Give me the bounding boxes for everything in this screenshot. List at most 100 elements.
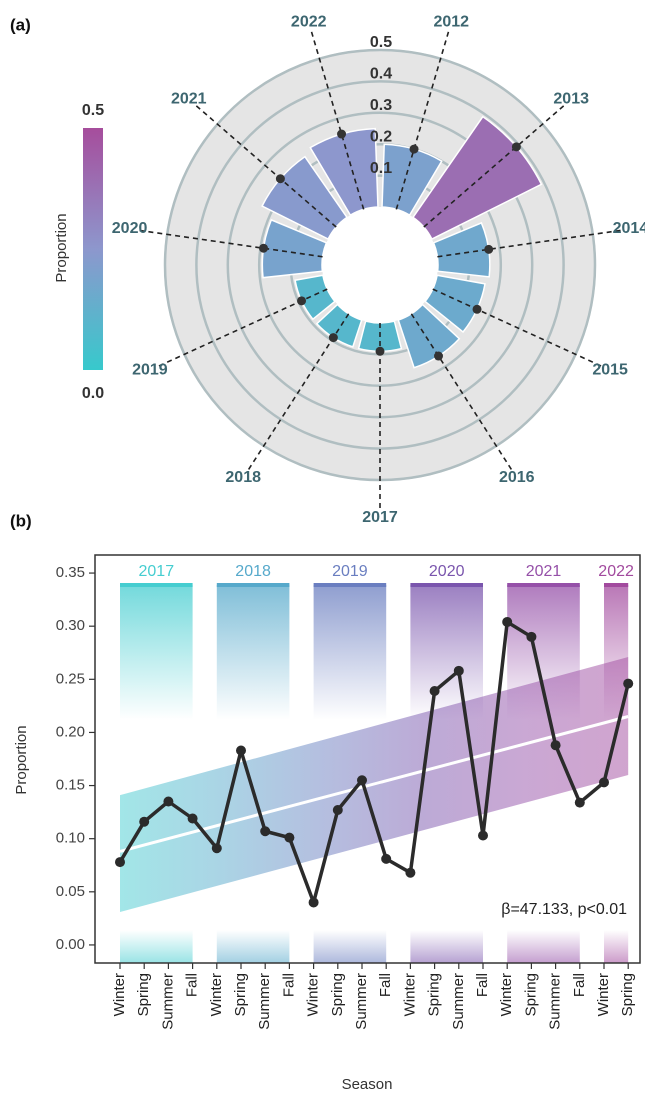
x-tick-label: Spring bbox=[426, 973, 443, 1016]
x-tick-label: Winter bbox=[401, 973, 418, 1016]
colorbar-tick-label: 0.5 bbox=[82, 102, 104, 119]
spoke bbox=[310, 31, 365, 210]
trend-line bbox=[119, 715, 629, 853]
polar-hole bbox=[322, 207, 438, 323]
data-point bbox=[478, 830, 488, 841]
y-tick-label: 0.20 bbox=[56, 723, 85, 740]
category-label: 2013 bbox=[553, 91, 589, 108]
polar-bar bbox=[397, 303, 461, 369]
x-tick-label: Spring bbox=[619, 973, 636, 1016]
value-dot bbox=[337, 129, 347, 139]
category-label: 2016 bbox=[499, 469, 535, 486]
radial-grid-ring bbox=[195, 80, 565, 450]
year-label: 2022 bbox=[598, 563, 634, 580]
data-point bbox=[236, 745, 246, 756]
data-point bbox=[599, 777, 609, 788]
year-band-top bbox=[410, 585, 483, 720]
year-label: 2017 bbox=[139, 563, 175, 580]
y-tick-label: 0.25 bbox=[56, 670, 85, 687]
polar-bar bbox=[424, 274, 486, 334]
data-point bbox=[115, 857, 125, 868]
colorbar-label: Proportion bbox=[53, 213, 70, 282]
panel-label: (a) bbox=[10, 15, 31, 34]
annotation: β=47.133, p<0.01 bbox=[501, 901, 627, 918]
data-point bbox=[284, 832, 295, 843]
year-band-line bbox=[313, 583, 387, 587]
data-point bbox=[526, 631, 537, 642]
data-point bbox=[623, 678, 634, 689]
x-tick-label: Spring bbox=[135, 973, 152, 1016]
x-tick-label: Winter bbox=[305, 973, 322, 1016]
data-point bbox=[357, 775, 367, 786]
year-label: 2020 bbox=[429, 563, 465, 580]
year-band-line bbox=[216, 583, 290, 587]
year-band-line bbox=[604, 583, 629, 587]
x-tick-label: Fall bbox=[474, 973, 491, 997]
year-band-bottom bbox=[604, 930, 629, 963]
radial-tick-label: 0.5 bbox=[370, 34, 392, 51]
value-dot bbox=[409, 144, 419, 154]
value-dot bbox=[484, 244, 494, 254]
category-label: 2019 bbox=[132, 361, 168, 378]
year-band-top bbox=[216, 585, 290, 720]
x-tick-label: Winter bbox=[498, 973, 515, 1016]
radial-tick-label: 0.1 bbox=[370, 160, 392, 177]
data-point bbox=[405, 867, 416, 878]
spoke bbox=[423, 105, 565, 228]
year-label: 2021 bbox=[526, 563, 562, 580]
spoke bbox=[437, 229, 621, 258]
data-point bbox=[139, 816, 150, 827]
year-band-bottom bbox=[216, 930, 290, 963]
data-point bbox=[381, 853, 392, 864]
year-band-line bbox=[120, 583, 193, 587]
spoke bbox=[432, 288, 602, 367]
year-band-bottom bbox=[410, 930, 483, 963]
spoke bbox=[395, 31, 450, 210]
category-label: 2015 bbox=[592, 361, 628, 378]
data-point bbox=[332, 805, 343, 815]
year-band-bottom bbox=[507, 930, 580, 963]
series-line bbox=[118, 620, 630, 905]
year-band-bottom bbox=[313, 930, 387, 963]
x-tick-label: Spring bbox=[232, 973, 249, 1016]
year-band-top bbox=[313, 585, 387, 720]
y-tick-label: 0.00 bbox=[56, 936, 85, 953]
x-tick-label: Summer bbox=[450, 973, 467, 1030]
value-dot bbox=[375, 346, 385, 356]
x-tick-label: Fall bbox=[571, 973, 588, 997]
y-axis-label: Proportion bbox=[13, 725, 30, 794]
data-point bbox=[260, 826, 271, 837]
value-dot bbox=[259, 243, 269, 253]
radial-tick-label: 0.2 bbox=[370, 128, 392, 145]
x-tick-label: Spring bbox=[522, 973, 539, 1016]
value-dot bbox=[297, 296, 307, 306]
value-dot bbox=[511, 142, 521, 152]
x-tick-label: Summer bbox=[159, 973, 176, 1030]
category-label: 2022 bbox=[291, 13, 327, 30]
category-label: 2020 bbox=[112, 220, 148, 237]
x-tick-label: Fall bbox=[184, 973, 201, 997]
y-tick-label: 0.30 bbox=[56, 617, 85, 634]
data-point bbox=[574, 797, 585, 808]
colorbar-tick-label: 0.0 bbox=[82, 385, 104, 402]
data-point bbox=[550, 740, 561, 751]
data-point bbox=[429, 686, 440, 696]
y-tick-label: 0.05 bbox=[56, 883, 85, 900]
x-tick-label: Summer bbox=[256, 973, 273, 1030]
category-label: 2017 bbox=[362, 509, 398, 526]
x-tick-label: Fall bbox=[377, 973, 394, 997]
year-band-top bbox=[120, 585, 193, 720]
data-point bbox=[308, 897, 319, 908]
year-band-bottom bbox=[120, 930, 193, 963]
value-dot bbox=[472, 304, 482, 314]
x-tick-label: Summer bbox=[547, 973, 564, 1030]
x-axis-label: Season bbox=[342, 1076, 393, 1093]
x-tick-label: Spring bbox=[329, 973, 346, 1016]
radial-tick-label: 0.3 bbox=[370, 97, 392, 114]
x-tick-label: Fall bbox=[280, 973, 297, 997]
spoke bbox=[410, 313, 513, 470]
value-dot bbox=[328, 333, 338, 343]
colorbar bbox=[83, 128, 103, 370]
spoke bbox=[195, 105, 337, 228]
